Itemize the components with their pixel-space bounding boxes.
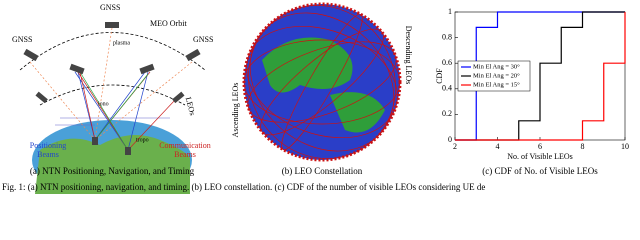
orbit-label: MEO Orbit <box>150 19 187 28</box>
orbit <box>246 25 398 139</box>
layer <box>55 117 170 126</box>
land <box>262 37 353 93</box>
y-axis-label: CDF <box>435 68 444 84</box>
orbit <box>247 41 397 123</box>
cdf-line <box>455 11 625 141</box>
beam-label: Beams <box>37 150 59 159</box>
orbit <box>249 12 395 152</box>
legend-label: Min El Ang = 15° <box>473 81 520 88</box>
meo-orbit <box>19 32 206 71</box>
y-tick-label: 0 <box>448 135 452 144</box>
plasma-label: plasma <box>113 40 130 46</box>
ntn-diagram: GNSS GNSS GNSS MEO Orbit plasma iono tro… <box>12 3 213 194</box>
cdf-chart: CDF No. of Visible LEOs (c) CDF of No. o… <box>435 7 629 176</box>
cdf-line <box>455 12 626 141</box>
y-tick-label: 0.6 <box>442 58 452 67</box>
x-axis-label: No. of Visible LEOs <box>507 152 573 161</box>
y-tick-label: 0.2 <box>442 109 452 118</box>
orbit <box>243 39 401 125</box>
x-tick-label: 6 <box>538 142 542 151</box>
beam-label: Positioning <box>30 141 66 150</box>
figure-caption: Fig. 1: (a) NTN positioning, navigation,… <box>2 182 485 192</box>
panel-caption: (c) CDF of No. of Visible LEOs <box>482 166 598 176</box>
leo-orbit <box>39 84 186 106</box>
orbits <box>243 5 401 159</box>
beams <box>29 27 193 151</box>
y-tick-label: 0.8 <box>442 32 452 41</box>
direction-label: Descending LEOs <box>404 26 413 84</box>
legend-label: Min El Ang = 30° <box>473 63 520 70</box>
gnss-label: GNSS <box>100 3 120 12</box>
gnss-label: GNSS <box>193 35 213 44</box>
x-tick-label: 2 <box>453 142 457 151</box>
leo-globe: Descending LEOs Ascending LEOs (b) LEO C… <box>231 2 413 176</box>
panel-caption: (a) NTN Positioning, Navigation, and Tim… <box>30 166 195 176</box>
gnss-label: GNSS <box>12 35 32 44</box>
leo-label: LEOs <box>184 96 198 116</box>
iono-label: iono <box>98 101 109 107</box>
x-tick-label: 8 <box>581 142 585 151</box>
x-tick-label: 10 <box>621 142 629 151</box>
beam-label: Beams <box>174 150 196 159</box>
legend-label: Min El Ang = 20° <box>473 72 520 79</box>
orbit <box>248 5 396 159</box>
tropo-label: tropo <box>136 137 149 143</box>
panel-caption: (b) LEO Constellation <box>282 166 363 176</box>
land <box>35 135 190 194</box>
satellites <box>23 22 201 155</box>
beam-label: Communication <box>159 141 211 150</box>
orbit <box>260 28 384 136</box>
y-tick-label: 0.4 <box>442 84 452 93</box>
x-tick-label: 4 <box>496 142 500 151</box>
direction-label: Ascending LEOs <box>231 83 240 138</box>
figure: GNSS GNSS GNSS MEO Orbit plasma iono tro… <box>2 2 629 194</box>
orbit <box>281 13 363 151</box>
y-tick-label: 1 <box>448 7 452 16</box>
